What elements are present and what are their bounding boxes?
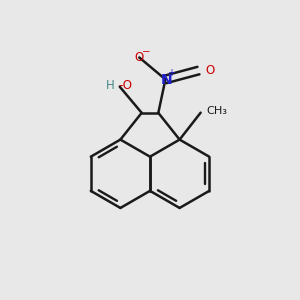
Text: CH₃: CH₃ (206, 106, 227, 116)
Text: +: + (168, 68, 176, 78)
Text: −: − (142, 47, 151, 57)
Text: H: H (106, 79, 114, 92)
Text: -O: -O (118, 79, 132, 92)
Text: O: O (134, 51, 143, 64)
Text: N: N (161, 73, 172, 87)
Text: O: O (206, 64, 215, 77)
